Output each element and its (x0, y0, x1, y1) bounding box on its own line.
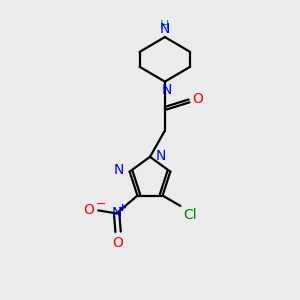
Text: N: N (111, 206, 122, 220)
Text: O: O (192, 92, 203, 106)
Text: N: N (114, 163, 124, 177)
Text: N: N (155, 149, 166, 163)
Text: +: + (118, 203, 127, 213)
Text: N: N (160, 22, 170, 37)
Text: O: O (84, 203, 94, 218)
Text: O: O (113, 236, 124, 250)
Text: Cl: Cl (183, 208, 196, 222)
Text: −: − (96, 198, 106, 211)
Text: N: N (161, 83, 172, 97)
Text: H: H (160, 19, 170, 32)
